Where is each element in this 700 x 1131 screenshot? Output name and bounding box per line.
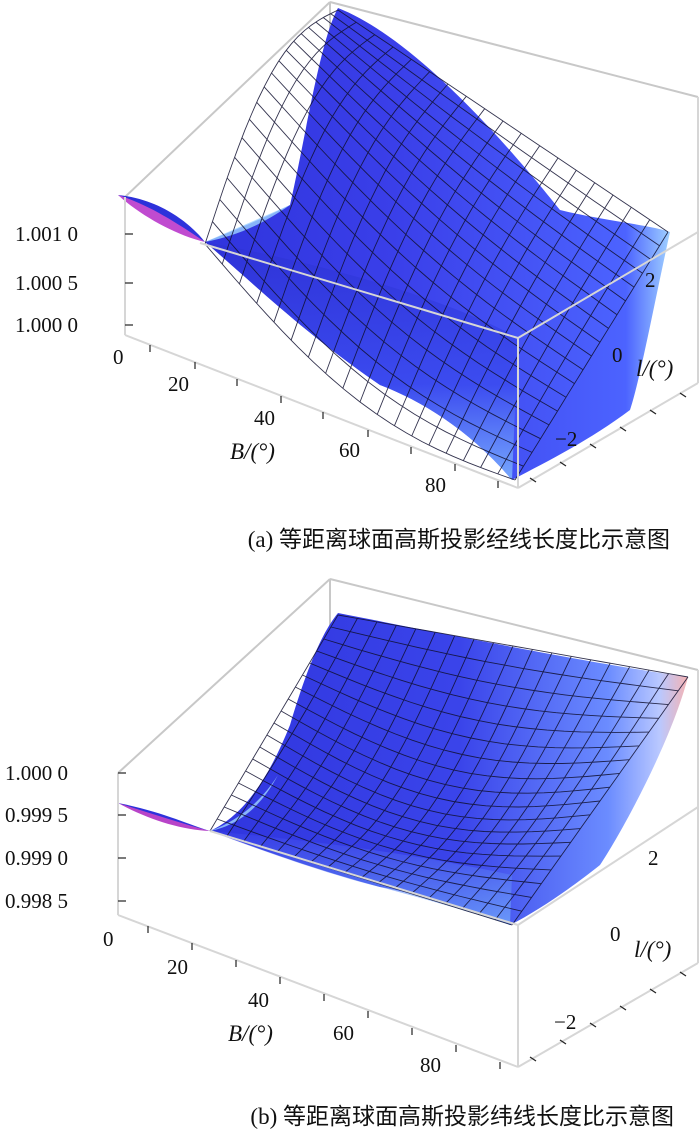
chart-b-ytick-0: 2 xyxy=(648,846,659,870)
mesh-line xyxy=(226,177,541,440)
chart-a-ytick-1: 0 xyxy=(612,343,623,367)
mesh-line xyxy=(234,157,550,426)
chart-b-xtick-4: 80 xyxy=(420,1053,441,1077)
chart-b-caption: (b) 等距离球面高斯投影纬线长度比示意图 xyxy=(250,1104,674,1129)
mesh-line xyxy=(302,674,640,749)
chart-b-ylabel: l/(°) xyxy=(634,937,671,962)
mesh-line xyxy=(224,806,532,898)
mesh-line xyxy=(204,243,516,481)
mesh-line xyxy=(245,770,561,857)
mesh-line xyxy=(330,13,660,247)
chart-a-xtick-3: 60 xyxy=(339,438,360,462)
mesh-line xyxy=(259,746,581,833)
chart-a-ztick-2: 1.001 0 xyxy=(15,222,78,246)
mesh-line xyxy=(278,60,601,343)
mesh-line xyxy=(256,102,575,384)
mesh-line xyxy=(271,72,592,357)
chart-a-xlabel: B/(°) xyxy=(230,439,275,464)
chart-b-ytick-1: 0 xyxy=(610,922,621,946)
chart-a-ytick-2: −2 xyxy=(555,427,577,451)
mesh-line xyxy=(322,17,652,260)
mesh-line xyxy=(252,758,571,845)
chart-a-caption: (a) 等距离球面高斯投影经线长度比示意图 xyxy=(247,527,670,552)
chart-b-ztick-2: 0.999 0 xyxy=(5,846,68,870)
chart-b-surface xyxy=(118,613,688,925)
mesh-line xyxy=(337,9,669,233)
chart-a-ztick-0: 1.000 0 xyxy=(15,313,78,337)
chart-b-box-front xyxy=(117,670,699,1068)
chart-a-xtick-2: 40 xyxy=(254,406,275,430)
mesh-line xyxy=(330,626,679,692)
mesh-line xyxy=(287,698,620,780)
mesh-line xyxy=(308,26,635,288)
mesh-line xyxy=(219,199,533,453)
mesh-line xyxy=(295,686,630,764)
mesh-line xyxy=(273,722,601,808)
chart-a-xtick-1: 20 xyxy=(168,372,189,396)
mesh-line xyxy=(248,118,567,398)
chart-a-xtick-0: 0 xyxy=(113,345,124,369)
chart-b-mesh xyxy=(209,614,689,926)
mesh-line xyxy=(337,614,689,678)
chart-b-ztick-1: 0.999 5 xyxy=(5,803,68,827)
chart-a-ztick-1: 1.000 5 xyxy=(15,271,78,295)
mesh-line xyxy=(293,40,618,316)
chart-a-ytick-0: 2 xyxy=(645,268,656,292)
chart-a-box-front xyxy=(124,97,699,489)
chart-b-ytick-2: −2 xyxy=(554,1010,576,1034)
chart-a: 1.001 0 1.000 5 1.000 0 0 20 40 60 80 B/… xyxy=(0,0,700,560)
chart-b-xtick-1: 20 xyxy=(167,955,188,979)
chart-b-ticks xyxy=(118,772,687,1069)
mesh-line xyxy=(212,221,524,467)
mesh-line xyxy=(266,734,591,821)
chart-b-ztick-0: 1.000 0 xyxy=(5,761,68,785)
chart-b-xtick-2: 40 xyxy=(248,988,269,1012)
mesh-line xyxy=(315,21,643,274)
chart-a-xtick-4: 80 xyxy=(425,473,446,497)
chart-b-xlabel: B/(°) xyxy=(228,1021,273,1046)
mesh-line xyxy=(285,49,609,329)
chart-a-ticks xyxy=(125,233,687,488)
mesh-line xyxy=(231,794,542,885)
chart-b-ztick-3: 0.998 5 xyxy=(5,889,68,913)
mesh-line xyxy=(300,33,626,302)
chart-b-xtick-3: 60 xyxy=(333,1021,354,1045)
chart-b: 1.000 0 0.999 5 0.999 0 0.998 5 0 20 40 … xyxy=(0,575,700,1129)
mesh-line xyxy=(323,638,669,706)
mesh-line xyxy=(238,782,552,871)
mesh-line xyxy=(309,662,649,733)
chart-a-ylabel: l/(°) xyxy=(636,356,673,381)
chart-b-svg: 1.000 0 0.999 5 0.999 0 0.998 5 0 20 40 … xyxy=(5,578,699,1077)
chart-a-svg: 1.001 0 1.000 5 1.000 0 0 20 40 60 80 B/… xyxy=(15,1,699,497)
mesh-line xyxy=(280,710,610,794)
mesh-line xyxy=(216,818,522,912)
chart-b-xtick-0: 0 xyxy=(103,927,114,951)
mesh-line xyxy=(263,86,584,371)
mesh-line xyxy=(316,650,659,719)
